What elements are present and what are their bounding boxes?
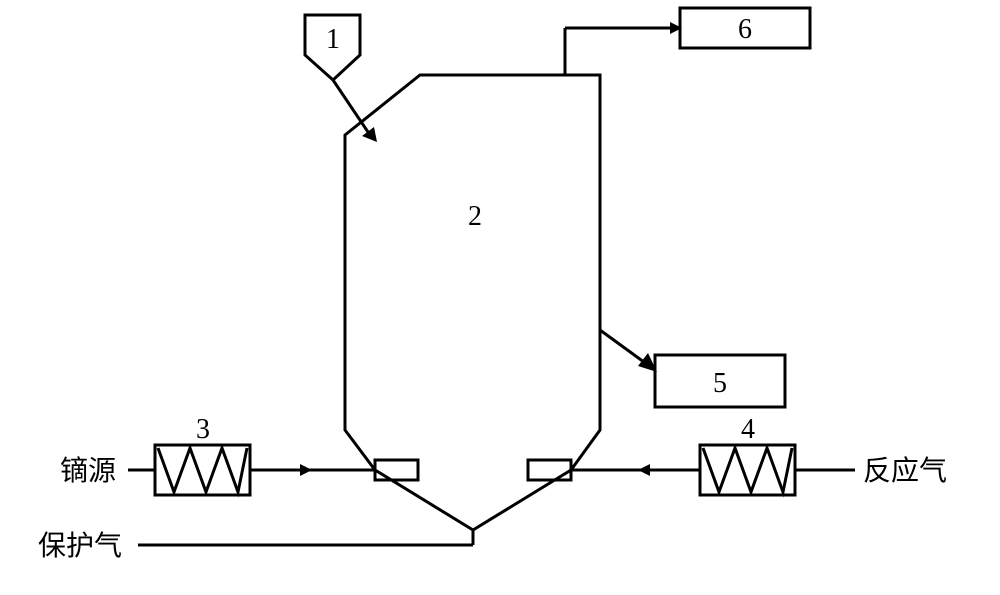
- label-1: 1: [326, 24, 340, 55]
- label-5: 5: [713, 368, 727, 399]
- heater-3-coil: [158, 448, 247, 492]
- arrow-right-gas: [638, 464, 650, 476]
- label-2: 2: [468, 201, 482, 232]
- nozzle-right: [528, 460, 571, 480]
- nozzle-left: [375, 460, 418, 480]
- hopper-connector: [333, 80, 370, 135]
- heater-4-coil: [703, 448, 792, 492]
- label-reaction-gas: 反应气: [863, 455, 947, 487]
- outlet-5-line: [600, 330, 648, 365]
- arrow-left-gas: [300, 464, 312, 476]
- label-6: 6: [738, 14, 752, 45]
- label-protective-gas: 保护气: [38, 530, 122, 562]
- arrow-hopper: [362, 127, 377, 142]
- process-diagram: 6 1 2 5 3 4 镝源 反应气 保护气: [0, 0, 1000, 595]
- label-4: 4: [741, 414, 755, 445]
- label-3: 3: [196, 414, 210, 445]
- reactor-body: [345, 75, 600, 530]
- label-dysprosium: 镝源: [60, 455, 116, 487]
